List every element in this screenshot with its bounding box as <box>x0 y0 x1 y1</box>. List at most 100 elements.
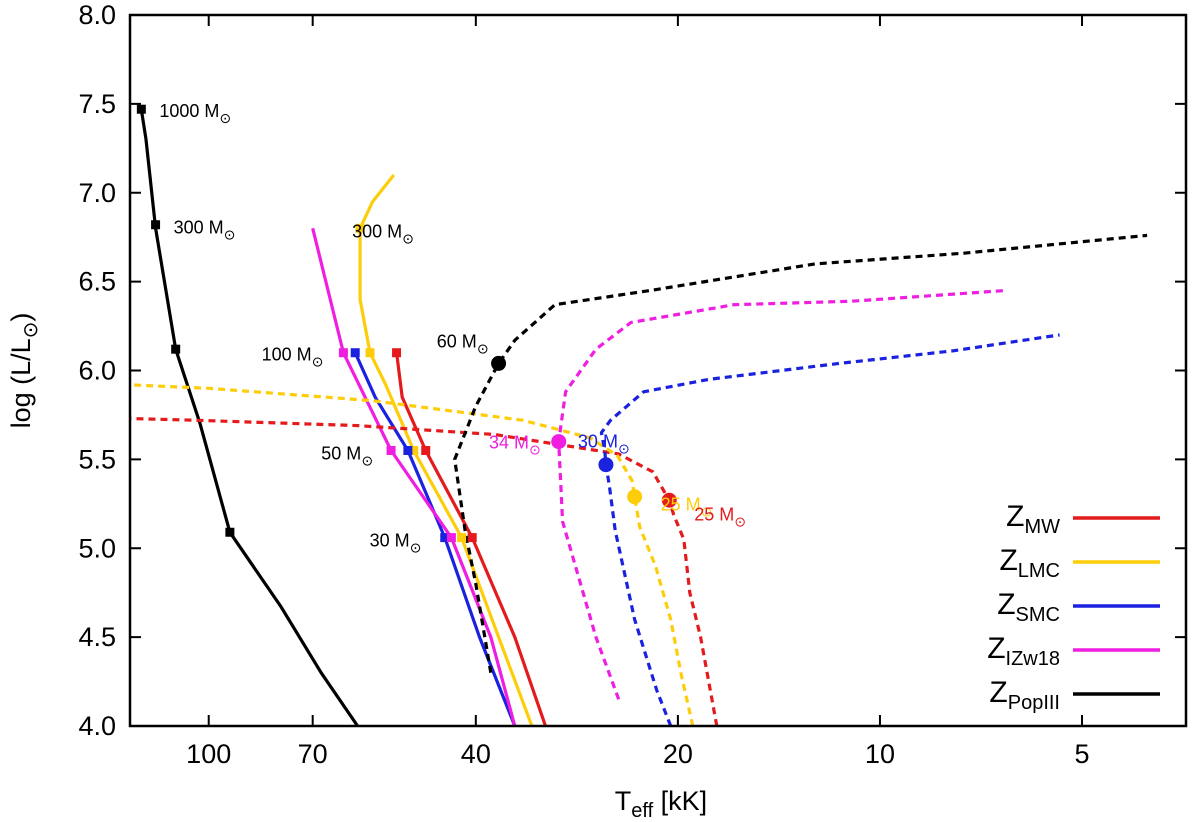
y-tick-label: 5.0 <box>78 533 116 563</box>
track-line-izw18 <box>557 288 1006 700</box>
x-axis-title: Teff [kK] <box>615 786 707 822</box>
zams-marker-izw18-1 <box>386 445 396 455</box>
mass-annotation-value: 30 M <box>578 432 618 452</box>
zams-marker-izw18-2 <box>338 348 348 358</box>
mass-annotation-value: 25 M <box>694 504 734 524</box>
legend-label-izw18: ZIZw18 <box>987 632 1060 670</box>
y-tick-label: 7.5 <box>78 89 116 119</box>
x-tick-label: 40 <box>461 739 491 769</box>
x-tick-label: 10 <box>865 739 895 769</box>
track-start-dot-lmc <box>627 489 643 505</box>
zams-marker-popiii-1 <box>171 344 181 354</box>
zams-marker-popiii-3 <box>136 104 146 114</box>
sun-symbol: ⊙ <box>701 504 713 520</box>
zams-marker-mw-0 <box>467 533 477 543</box>
mass-annotation-value: 300 M <box>174 218 224 238</box>
mass-annotation-mw: 25 M⊙ <box>694 504 746 529</box>
zams-marker-smc-1 <box>403 445 413 455</box>
zams-line-mw <box>395 352 548 726</box>
legend-label-smc: ZSMC <box>997 588 1060 626</box>
sun-symbol: ⊙ <box>529 442 541 458</box>
sun-symbol: ⊙ <box>402 230 414 246</box>
mass-annotation-lmc: 300 M⊙ <box>352 221 414 246</box>
zams-marker-mw-2 <box>392 348 402 358</box>
sun-symbol: ⊙ <box>312 354 324 370</box>
y-tick-label: 7.0 <box>78 178 116 208</box>
mass-annotation-all: 50 M⊙ <box>321 443 373 468</box>
legend-label-main: Z <box>999 544 1017 577</box>
mass-annotation-value: 34 M <box>489 433 529 453</box>
zams-line-smc <box>353 352 517 726</box>
mass-annotation-popiii: 60 M⊙ <box>437 331 489 356</box>
x-tick-label: 5 <box>1075 739 1090 769</box>
legend-label-sub: PopIII <box>1008 692 1060 714</box>
x-axis-title-sub: eff <box>631 800 653 822</box>
sun-symbol: ⊙ <box>734 513 746 529</box>
mass-annotation-value: 300 M <box>352 221 402 241</box>
track-start-dot-smc <box>598 457 614 473</box>
legend-label-main: Z <box>989 676 1007 709</box>
legend-label-lmc: ZLMC <box>999 544 1060 582</box>
track-line-smc <box>599 333 1060 726</box>
zams-marker-lmc-1 <box>409 445 419 455</box>
x-tick-label: 20 <box>663 739 693 769</box>
y-axis-title: log (L/L⊙) <box>6 313 42 429</box>
zams-marker-lmc-0 <box>457 533 467 543</box>
zams-marker-smc-0 <box>440 533 450 543</box>
mass-annotation-all: 100 M⊙ <box>262 345 324 370</box>
mass-annotation-popiii: 300 M⊙ <box>174 218 236 243</box>
track-line-mw <box>130 416 719 726</box>
zams-line-popiii <box>139 108 359 726</box>
mass-annotation-izw18: 34 M⊙ <box>489 433 541 458</box>
y-tick-label: 8.0 <box>78 0 116 30</box>
zams-marker-lmc-3 <box>355 223 365 233</box>
y-axis: 4.0 4.5 5.0 5.5 6.0 6.5 7.0 7.5 8.0 <box>78 0 1186 741</box>
sun-symbol: ⊙ <box>477 340 489 356</box>
track-line-popiii <box>453 233 1148 673</box>
legend-label-mw: ZMW <box>1006 500 1060 538</box>
zams-line-izw18 <box>311 227 517 726</box>
sun-symbol: ⊙ <box>219 110 231 126</box>
zams-marker-izw18-0 <box>446 533 456 543</box>
zams-marker-popiii-0 <box>225 527 235 537</box>
sun-symbol: ⊙ <box>410 540 422 556</box>
y-tick-label: 5.5 <box>78 444 116 474</box>
legend-label-main: Z <box>997 588 1015 621</box>
mass-annotation-value: 100 M <box>262 345 312 365</box>
mass-annotation-value: 25 M <box>661 495 701 515</box>
zams-marker-mw-1 <box>421 445 431 455</box>
zams-marker-smc-2 <box>350 348 360 358</box>
x-axis-title-unit: [kK] <box>653 786 707 816</box>
zams-line-lmc <box>358 174 534 726</box>
track-line-lmc <box>130 383 695 726</box>
legend-label-main: Z <box>1006 500 1024 533</box>
track-start-dot-popiii <box>491 355 507 371</box>
track-start-dot-mw <box>661 492 677 508</box>
y-tick-label: 4.5 <box>78 622 116 652</box>
x-tick-label: 70 <box>298 739 328 769</box>
mass-annotation-value: 30 M <box>370 531 410 551</box>
legend-label-main: Z <box>987 632 1005 665</box>
y-axis-title-sun-symbol: ⊙ <box>20 322 42 339</box>
legend-label-sub: SMC <box>1016 604 1060 626</box>
legend-label-sub: IZw18 <box>1006 648 1060 670</box>
legend-label-sub: LMC <box>1018 560 1060 582</box>
mass-annotation-value: 50 M <box>321 443 361 463</box>
track-start-dot-izw18 <box>551 434 567 450</box>
zams-lines-layer <box>139 108 548 726</box>
y-axis-title-close: ) <box>6 313 36 322</box>
mass-annotation-smc: 30 M⊙ <box>578 432 630 457</box>
x-tick-label: 100 <box>186 739 231 769</box>
annotations-layer: 1000 M⊙300 M⊙100 M⊙50 M⊙30 M⊙300 M⊙60 M⊙… <box>159 101 746 555</box>
legend-label-popiii: ZPopIII <box>989 676 1060 714</box>
legend-label-sub: MW <box>1024 516 1060 538</box>
mass-annotation-all: 30 M⊙ <box>370 531 422 556</box>
y-axis-title-main: log (L/L <box>6 338 36 428</box>
x-axis-title-main: T <box>615 786 632 816</box>
sun-symbol: ⊙ <box>361 452 373 468</box>
mass-annotation-popiii: 1000 M⊙ <box>159 101 231 126</box>
zams-marker-lmc-2 <box>365 348 375 358</box>
mass-annotation-value: 60 M <box>437 331 477 351</box>
